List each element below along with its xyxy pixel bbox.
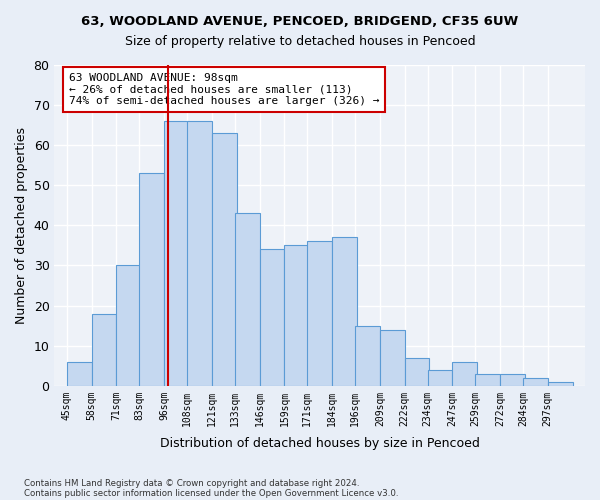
Bar [260,250,284,386]
Bar [116,266,141,386]
Bar [307,242,332,386]
Text: 63, WOODLAND AVENUE, PENCOED, BRIDGEND, CF35 6UW: 63, WOODLAND AVENUE, PENCOED, BRIDGEND, … [82,15,518,28]
Bar [284,246,309,386]
Text: Contains HM Land Registry data © Crown copyright and database right 2024.: Contains HM Land Registry data © Crown c… [24,478,359,488]
Bar [475,374,500,386]
Bar [212,133,236,386]
Bar [500,374,525,386]
Text: 63 WOODLAND AVENUE: 98sqm
← 26% of detached houses are smaller (113)
74% of semi: 63 WOODLAND AVENUE: 98sqm ← 26% of detac… [69,73,379,106]
Bar [92,314,116,386]
Bar [548,382,572,386]
Bar [404,358,430,386]
Text: Size of property relative to detached houses in Pencoed: Size of property relative to detached ho… [125,35,475,48]
Bar [235,214,260,386]
Text: Contains public sector information licensed under the Open Government Licence v3: Contains public sector information licen… [24,488,398,498]
Bar [452,362,477,386]
X-axis label: Distribution of detached houses by size in Pencoed: Distribution of detached houses by size … [160,437,479,450]
Bar [523,378,548,386]
Bar [187,121,212,386]
Bar [355,326,380,386]
Bar [380,330,404,386]
Y-axis label: Number of detached properties: Number of detached properties [15,127,28,324]
Bar [428,370,452,386]
Bar [164,121,189,386]
Bar [332,238,357,386]
Bar [139,174,164,386]
Bar [67,362,92,386]
